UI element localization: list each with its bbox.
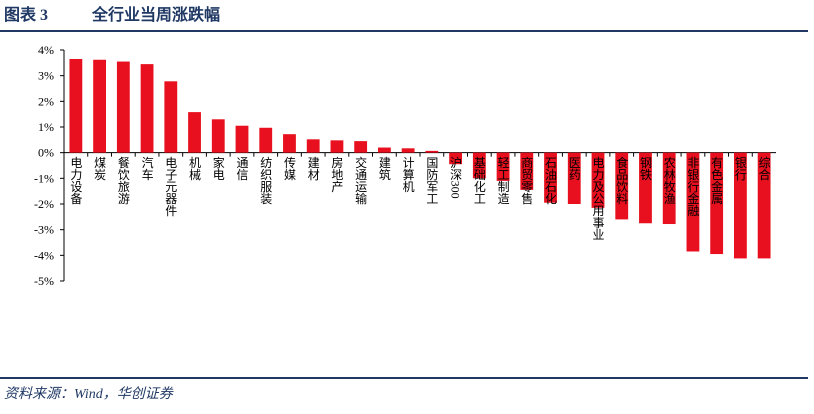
x-tick-label: 非银行金融 xyxy=(686,156,700,217)
x-tick-label: 沪深300 xyxy=(449,156,463,198)
source-note: 资料来源：Wind，华创证券 xyxy=(4,386,174,402)
x-tick-label: 传媒 xyxy=(282,155,296,180)
y-tick-label: -5% xyxy=(34,274,54,288)
bar xyxy=(164,81,178,153)
bar xyxy=(567,152,581,204)
bar xyxy=(496,152,510,181)
bar xyxy=(710,152,724,255)
y-tick-label: -4% xyxy=(34,248,54,262)
bar xyxy=(140,64,154,153)
y-tick-label: -1% xyxy=(34,171,54,185)
x-tick-label: 电子元器件 xyxy=(164,156,178,216)
bar xyxy=(544,152,557,203)
bar xyxy=(377,147,391,153)
bar xyxy=(520,152,534,190)
x-tick-label: 轻工制造 xyxy=(496,156,510,204)
y-tick-label: 0% xyxy=(38,146,54,160)
bar xyxy=(188,112,201,153)
bar xyxy=(354,141,368,153)
x-tick-label: 农林牧渔 xyxy=(662,156,676,204)
bar xyxy=(235,125,249,153)
x-tick-label: 纺织服装 xyxy=(259,156,273,205)
bar xyxy=(686,152,700,252)
bar xyxy=(116,61,130,153)
x-tick-label: 计算机 xyxy=(401,156,415,192)
x-tick-label: 基础化工 xyxy=(472,156,486,204)
x-tick-label: 国防军工 xyxy=(425,157,439,205)
x-tick-label: 医药 xyxy=(567,157,581,181)
y-tick-label: -3% xyxy=(34,223,54,237)
x-tick-label: 餐饮旅游 xyxy=(116,155,130,204)
bar xyxy=(472,152,486,179)
y-tick-label: 1% xyxy=(38,120,54,134)
x-tick-label: 石油石化 xyxy=(544,157,558,206)
x-tick-label: 通信 xyxy=(235,156,249,181)
chart-title: 全行业当周涨跌幅 xyxy=(91,5,220,24)
bar xyxy=(591,152,605,208)
x-tick-label: 交通运输 xyxy=(354,155,368,205)
bar xyxy=(211,119,225,153)
y-tick-label: -2% xyxy=(34,197,54,211)
x-tick-label: 建材 xyxy=(306,156,320,180)
bar xyxy=(662,152,676,225)
x-tick-label: 电力设备 xyxy=(69,156,83,205)
x-tick-label: 钢铁 xyxy=(638,156,652,180)
bar xyxy=(449,152,463,165)
x-tick-label: 电力及公用事业 xyxy=(591,156,605,240)
x-tick-label: 建筑 xyxy=(377,156,391,180)
x-tick-label: 有色金属 xyxy=(710,156,724,205)
bar xyxy=(615,152,629,220)
y-tick-label: 4% xyxy=(38,43,54,57)
y-tick-label: 3% xyxy=(38,69,54,83)
figure-label: 图表 3 xyxy=(4,5,48,24)
bar xyxy=(306,139,320,153)
bar xyxy=(283,134,296,153)
x-tick-label: 房地产 xyxy=(330,155,344,193)
bar xyxy=(425,150,439,153)
x-tick-label: 商贸零售 xyxy=(520,155,534,204)
x-tick-label: 银行 xyxy=(733,156,747,180)
bar xyxy=(733,152,747,259)
bar xyxy=(259,127,273,153)
bar xyxy=(330,140,344,153)
x-tick-label: 机械 xyxy=(188,156,202,180)
bar xyxy=(639,152,652,224)
x-tick-label: 汽车 xyxy=(140,155,154,181)
bar xyxy=(757,152,771,259)
x-tick-label: 综合 xyxy=(757,156,771,180)
bar xyxy=(69,58,83,153)
x-tick-label: 家电 xyxy=(211,155,225,180)
bar xyxy=(93,59,107,153)
x-tick-label: 食品饮料 xyxy=(615,155,629,204)
y-tick-label: 2% xyxy=(38,94,54,108)
bar xyxy=(401,148,415,153)
x-tick-label: 煤炭 xyxy=(93,156,107,181)
